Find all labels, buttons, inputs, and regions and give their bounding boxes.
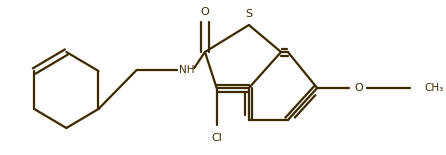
- Text: NH: NH: [178, 65, 194, 75]
- Text: CH₃: CH₃: [425, 83, 444, 93]
- Text: O: O: [355, 83, 363, 93]
- Text: Cl: Cl: [211, 133, 222, 143]
- Text: O: O: [201, 7, 209, 17]
- Text: S: S: [245, 9, 252, 19]
